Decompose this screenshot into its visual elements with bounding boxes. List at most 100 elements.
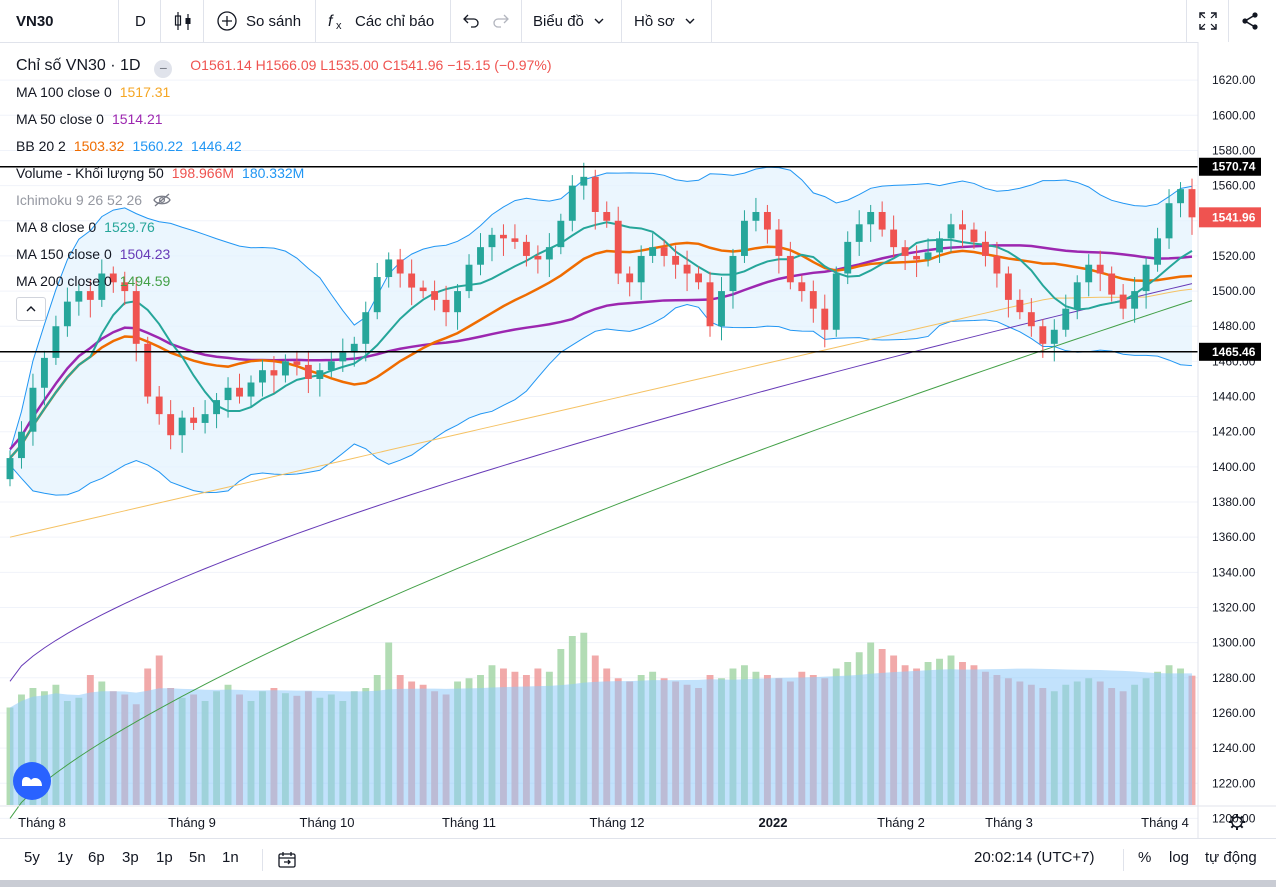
candle-body <box>75 291 83 302</box>
candle-body <box>1004 273 1012 300</box>
range-button-1p[interactable]: 1p <box>156 849 173 866</box>
candle <box>40 350 48 406</box>
chart-menu-button[interactable]: Biểu đồ <box>533 0 606 42</box>
candle <box>98 259 106 307</box>
svg-text:f: f <box>328 13 334 30</box>
range-button-1n[interactable]: 1n <box>222 849 239 866</box>
indicator-row[interactable]: MA 50 close 0 1514.21 <box>16 106 551 133</box>
tradingview-logo[interactable] <box>13 762 51 800</box>
profile-menu-button[interactable]: Hồ sơ <box>634 0 697 42</box>
interval-button[interactable]: D <box>135 0 146 42</box>
toolbar-divider <box>621 0 622 42</box>
candle-body <box>396 259 404 274</box>
indicator-row[interactable]: MA 200 close 0 1494.59 <box>16 268 551 295</box>
candle-body <box>86 291 94 300</box>
compare-button[interactable]: So sánh <box>216 0 301 42</box>
candle-body <box>729 255 737 292</box>
price-axis[interactable]: 1200.001220.001240.001260.001280.001300.… <box>1197 42 1276 838</box>
ohlc-close: C1541.96 <box>382 57 444 73</box>
candle <box>890 215 898 258</box>
auto-scale-toggle[interactable]: tự động <box>1205 849 1257 866</box>
price-tick-label: 1360.00 <box>1212 530 1256 544</box>
candle-body <box>190 417 198 423</box>
candle-body <box>522 241 530 256</box>
candle-body <box>878 211 886 230</box>
indicator-row[interactable]: Ichimoku 9 26 52 26 <box>16 187 551 214</box>
candle <box>683 250 691 292</box>
compare-label: So sánh <box>246 12 302 30</box>
time-axis-label: Tháng 12 <box>590 815 645 830</box>
time-axis-label: Tháng 4 <box>1141 815 1189 830</box>
range-button-5n[interactable]: 5n <box>189 849 206 866</box>
indicator-row[interactable]: MA 150 close 0 1504.23 <box>16 241 551 268</box>
candle-body <box>981 241 989 256</box>
chart-area[interactable]: 1200.00 1220.00 1240.00 1260.00 1280.00 1300.… <box>0 42 1276 838</box>
candle-body <box>281 361 289 376</box>
range-button-3p[interactable]: 3p <box>122 849 139 866</box>
indicator-list: MA 100 close 0 1517.31 MA 50 close 0 1514.2… <box>16 79 551 295</box>
ma50-line <box>9 244 1193 451</box>
range-button-6p[interactable]: 6p <box>88 849 105 866</box>
candle-body <box>1154 238 1162 265</box>
chart-type-button[interactable] <box>172 0 194 42</box>
candle <box>534 245 542 274</box>
candle-body <box>293 361 301 365</box>
price-tick-label: 1240.00 <box>1212 741 1256 755</box>
clock-time[interactable]: 20:02:14 (UTC+7) <box>974 849 1095 866</box>
candle <box>339 338 347 372</box>
candle-body <box>121 282 129 292</box>
toolbar-divider <box>203 0 204 42</box>
time-axis-label: Tháng 3 <box>985 815 1033 830</box>
indicator-row[interactable]: Volume - Khối lượng 50 198.966M 180.332M <box>16 160 551 187</box>
candle-body <box>465 264 473 292</box>
candle-body <box>867 211 875 225</box>
ma8-line <box>9 221 1193 459</box>
time-axis-label: Tháng 8 <box>18 815 66 830</box>
settings-gear-icon[interactable] <box>1229 814 1245 830</box>
indicator-value: 1517.31 <box>119 84 171 100</box>
fullscreen-button[interactable] <box>1198 0 1218 42</box>
gear-tooth <box>1239 824 1244 829</box>
percent-scale-toggle[interactable]: % <box>1138 849 1152 866</box>
time-axis[interactable]: Tháng 8 Tháng 9 Tháng 10 Tháng 11 Tháng 12 20… <box>0 805 1276 830</box>
range-button-5y[interactable]: 5y <box>24 849 40 866</box>
collapse-indicators-button[interactable] <box>16 297 46 321</box>
candle-body <box>40 357 48 388</box>
horizontal-line-price-tag <box>1199 342 1261 361</box>
candle <box>855 210 863 256</box>
indicator-row[interactable]: BB 20 2 1503.32 1560.22 1446.42 <box>16 133 551 160</box>
candle-body <box>408 273 416 288</box>
candle <box>236 373 243 404</box>
horizontal-lines[interactable] <box>0 165 1198 353</box>
share-button[interactable] <box>1240 0 1260 42</box>
candle-body <box>534 255 542 260</box>
candle <box>867 204 875 242</box>
collapse-legend-icon[interactable]: − <box>154 60 173 78</box>
toolbar-divider <box>1123 849 1124 871</box>
price-chart[interactable]: 1200.001220.001240.001260.001280.001300.… <box>0 42 1276 838</box>
ohlc-high: H1566.09 <box>255 57 317 73</box>
redo-button[interactable] <box>491 0 511 42</box>
gear-tooth <box>1239 815 1244 820</box>
indicator-value: 1503.32 <box>73 138 125 154</box>
goto-date-button[interactable] <box>277 850 297 875</box>
chart-menu-label: Biểu đồ <box>533 12 584 30</box>
indicator-row[interactable]: MA 8 close 0 1529.76 <box>16 214 551 241</box>
candle <box>614 206 622 285</box>
symbol-search[interactable]: VN30 <box>16 0 54 42</box>
log-scale-toggle[interactable]: log <box>1169 849 1190 866</box>
price-tick-label: 1340.00 <box>1212 565 1256 579</box>
indicator-row[interactable]: MA 100 close 0 1517.31 <box>16 79 551 106</box>
ohlc-open: O1561.14 <box>190 57 252 73</box>
toolbar-divider <box>118 0 119 42</box>
candle-body <box>442 299 450 313</box>
range-button-1y[interactable]: 1y <box>57 849 73 866</box>
undo-button[interactable] <box>461 0 481 42</box>
candle-body <box>614 220 622 274</box>
candle-body <box>259 370 266 383</box>
eye-off-icon[interactable] <box>152 193 172 207</box>
candle <box>763 204 771 244</box>
candle <box>809 280 817 323</box>
